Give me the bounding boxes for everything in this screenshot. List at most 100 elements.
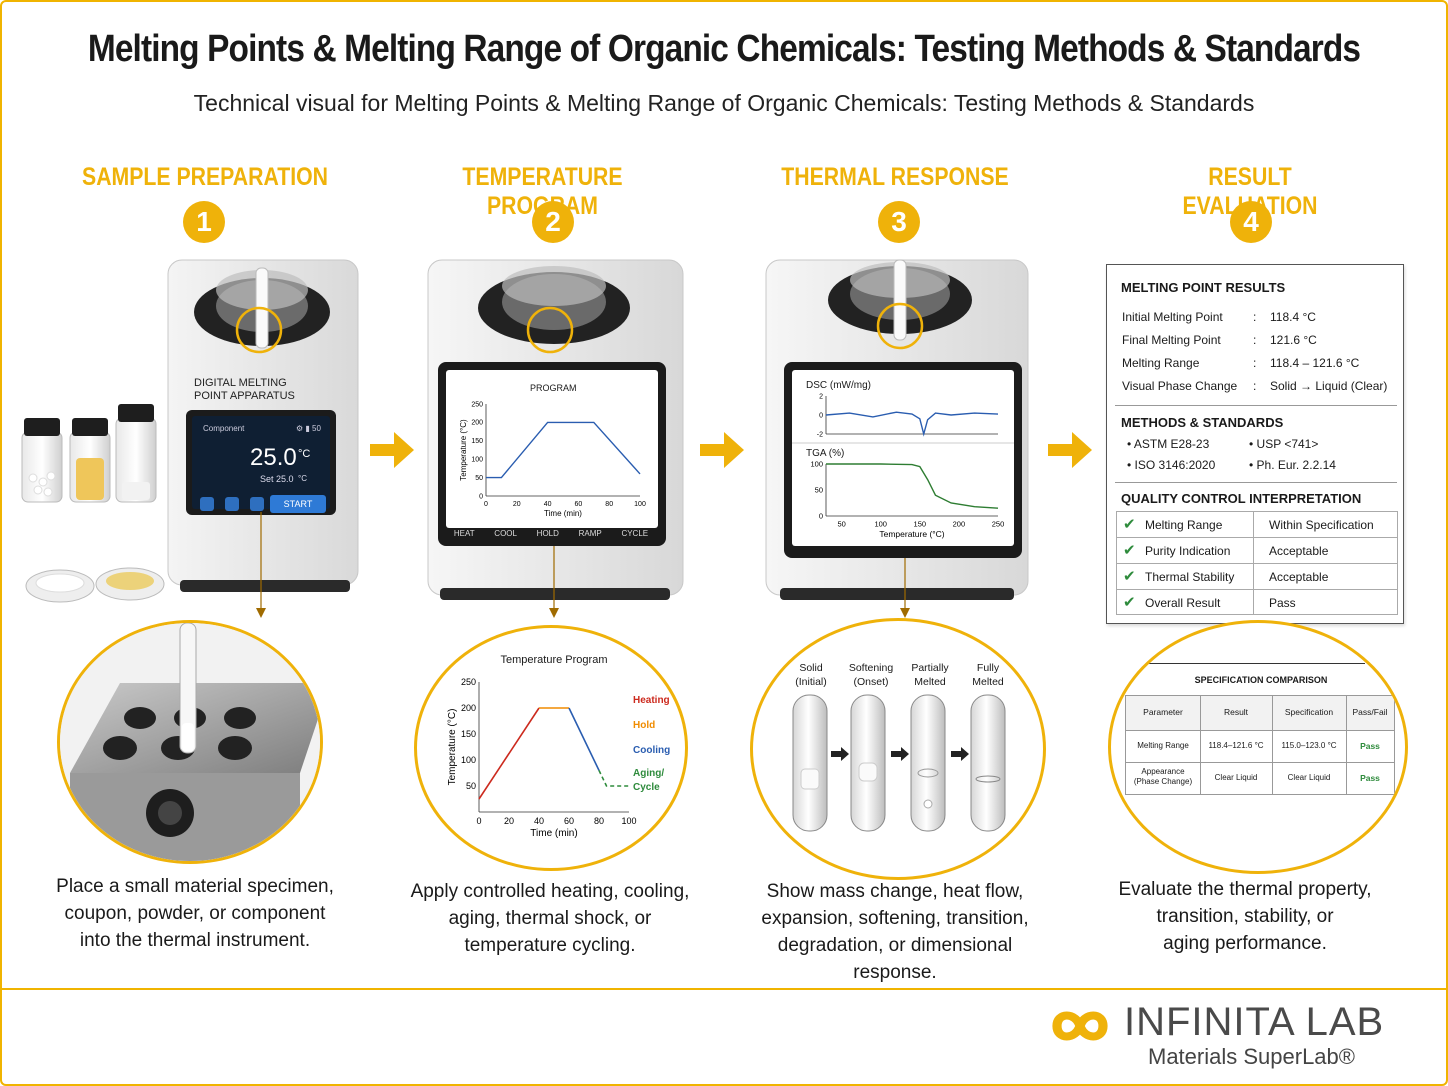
x-tick-label: 0 [476, 816, 481, 826]
cycle-button[interactable]: CYCLE [621, 529, 649, 538]
y-axis-label: Temperature (°C) [447, 709, 458, 786]
step-4-description: Evaluate the thermal property, transitio… [1090, 876, 1400, 957]
pass-badge: Pass [1360, 773, 1380, 783]
method-item: • Ph. Eur. 2.2.14 [1249, 458, 1336, 472]
tube-stage-line: Partially [911, 662, 949, 674]
dsc-chart: -2 0 2 [817, 393, 999, 438]
qc-item: Thermal Stability [1145, 570, 1235, 584]
x-tick-label: 60 [564, 816, 574, 826]
temperature-program-zoom: Temperature Program 0 20 40 60 80 100 50 100 150… [414, 625, 688, 871]
spec-cell: Melting Range [1137, 741, 1189, 750]
tube-stage-line: Melted [914, 676, 946, 688]
heat-button[interactable]: HEAT [453, 529, 475, 538]
desc-line: Place a small material specimen, [56, 876, 334, 897]
step-3-heading: THERMAL RESPONSE [781, 163, 1009, 191]
desc-line: expansion, softening, transition, [761, 908, 1029, 929]
y-tick-label: -2 [817, 431, 823, 438]
spec-title: SPECIFICATION COMPARISON [1194, 675, 1328, 685]
y-tick-label: 50 [475, 475, 483, 482]
step-2-badge: 2 [532, 201, 574, 243]
tube-stage-line: Fully [976, 662, 1000, 674]
cool-button[interactable]: COOL [494, 529, 517, 538]
check-icon: ✔ [1123, 594, 1136, 611]
divider [1149, 663, 1365, 664]
spec-cell: 115.0–123.0 °C [1281, 741, 1337, 750]
x-tick-label: 20 [504, 816, 514, 826]
result-label: Final Melting Point [1122, 333, 1221, 347]
device-1-label-line2: POINT APPARATUS [194, 390, 295, 402]
spec-cell: 118.4–121.6 °C [1208, 741, 1264, 750]
y-tick-label: 50 [815, 486, 823, 495]
result-sep: : [1253, 356, 1257, 370]
qc-item: Overall Result [1145, 596, 1221, 610]
desc-line: aging performance. [1163, 933, 1327, 954]
check-icon: ✔ [1123, 568, 1136, 585]
check-icon: ✔ [1123, 516, 1136, 533]
method-item: • USP <741> [1249, 437, 1319, 451]
logo-tagline: Materials SuperLab® [1148, 1044, 1355, 1069]
legend-entry: Heating [633, 695, 670, 706]
melting-tubes-illustration [792, 694, 1006, 832]
device-1-set-value: 25.0 [276, 474, 294, 484]
spec-table: Parameter Result Specification Pass/Fail… [1125, 695, 1395, 795]
device-2-button-row: HEAT COOL HOLD RAMP CYCLE [444, 529, 658, 538]
step-4-badge: 4 [1230, 201, 1272, 243]
tube-stage-label: Partially Melted [903, 661, 957, 689]
series-line [486, 421, 641, 479]
spec-comparison-zoom: SPECIFICATION COMPARISON Parameter Resul… [1108, 620, 1408, 874]
spec-cell-line: Appearance [1141, 767, 1185, 776]
method-item: • ISO 3146:2020 [1127, 458, 1216, 472]
x-axis-label: Temperature (°C) [879, 529, 944, 539]
device-1-illustration [21, 259, 359, 618]
result-label: Visual Phase Change [1122, 379, 1238, 393]
step-1-heading: SAMPLE PREPARATION [82, 163, 328, 191]
x-tick-label: 100 [621, 816, 636, 826]
result-sep: : [1253, 333, 1257, 347]
y-tick-label: 0 [819, 412, 823, 419]
y-tick-label: 2 [819, 393, 823, 400]
x-tick-label: 100 [874, 520, 887, 529]
x-tick-label: 80 [594, 816, 604, 826]
device-1-set-unit: °C [298, 474, 307, 483]
result-value: Solid → Liquid (Clear) [1270, 379, 1388, 393]
qc-item: Melting Range [1145, 518, 1223, 532]
tube-stage-line: Softening [848, 662, 894, 674]
desc-line: Apply controlled heating, cooling, [410, 881, 690, 902]
results-panel: MELTING POINT RESULTS Initial Melting Po… [1106, 264, 1404, 624]
sample-block-zoom [57, 620, 323, 864]
melting-tubes-zoom: Solid (Initial) Softening (Onset) Partiall… [750, 618, 1046, 880]
legend-entry: Aging/ [633, 768, 664, 779]
spec-cell: Appearance (Phase Change) [1126, 767, 1200, 787]
temperature-program-chart: 0 20 40 60 80 100 50 100 150 200 250 Time (min) Temp… [447, 677, 670, 839]
legend-entry: Hold [633, 720, 655, 731]
tga-label: TGA (%) [806, 448, 845, 459]
page-title: Melting Points & Melting Range of Organi… [87, 28, 1361, 70]
arrow-right-icon [1048, 432, 1092, 468]
desc-line: transition, stability, or [1156, 906, 1334, 927]
y-tick-label: 0 [479, 493, 483, 500]
result-sep: : [1253, 310, 1257, 324]
x-tick-label: 150 [914, 520, 927, 529]
x-tick-label: 250 [992, 520, 1005, 529]
y-tick-label: 250 [471, 401, 483, 408]
page-subtitle: Technical visual for Melting Points & Me… [193, 90, 1255, 116]
ramp-button[interactable]: RAMP [578, 529, 602, 538]
divider [1115, 482, 1397, 483]
device-1-screen-header: Component [203, 424, 245, 433]
step-1-badge: 1 [183, 201, 225, 243]
x-tick-label: 0 [484, 501, 488, 508]
start-button[interactable]: START [283, 499, 313, 509]
y-tick-label: 100 [471, 457, 483, 464]
device-1-label-line1: DIGITAL MELTING [194, 377, 287, 389]
qc-status: Acceptable [1269, 570, 1329, 584]
divider [1115, 405, 1397, 406]
y-tick-label: 50 [466, 781, 476, 791]
device-1-reading-unit: °C [298, 448, 311, 460]
result-value: 118.4 – 121.6 °C [1270, 356, 1360, 370]
x-tick-label: 20 [513, 501, 521, 508]
desc-line: aging, thermal shock, or [448, 908, 652, 929]
result-value: 121.6 °C [1270, 333, 1317, 347]
device-2-illustration [427, 259, 684, 618]
series-line [826, 463, 999, 509]
hold-button[interactable]: HOLD [536, 529, 559, 538]
